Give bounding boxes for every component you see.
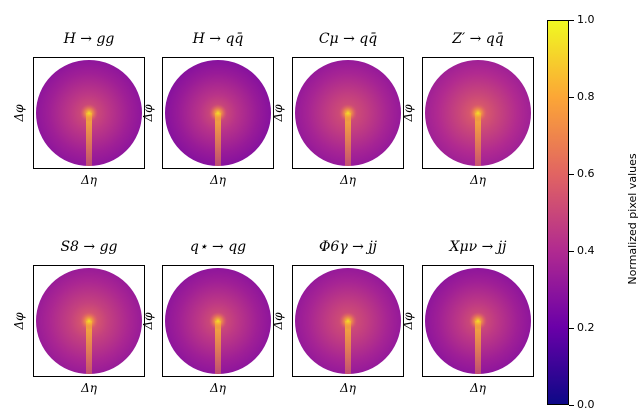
heatmap-streak <box>215 113 221 166</box>
x-axis-label: Δη <box>210 381 226 395</box>
heatmap-image <box>162 265 274 377</box>
heatmap-streak <box>475 321 481 374</box>
heatmap-panel: Z′ → qq̄ Δη Δφ <box>401 31 534 187</box>
heatmap-image <box>33 265 145 377</box>
y-axis-label: Δφ <box>401 312 415 330</box>
heatmap-core <box>80 312 98 330</box>
panel-title: Φ6γ → jj <box>318 239 378 255</box>
y-axis-label: Δφ <box>141 104 155 122</box>
y-axis-label: Δφ <box>12 104 26 122</box>
heatmap-image <box>292 265 404 377</box>
heatmap-image <box>422 265 534 377</box>
heatmap-image <box>422 57 534 169</box>
heatmap-core <box>339 104 357 122</box>
heatmap-panel: H → qq̄ Δη Δφ <box>141 31 274 187</box>
heatmap-core <box>339 312 357 330</box>
x-axis-label: Δη <box>340 173 356 187</box>
heatmap-streak <box>86 321 92 374</box>
x-axis-label: Δη <box>340 381 356 395</box>
heatmap-panel: Cμ → qq̄ Δη Δφ <box>271 31 404 187</box>
colorbar-tick-label: 0.4 <box>577 244 595 257</box>
heatmap-core <box>209 104 227 122</box>
heatmap-streak <box>86 113 92 166</box>
heatmap-image <box>162 57 274 169</box>
x-axis-label: Δη <box>470 173 486 187</box>
colorbar-tick <box>569 19 574 21</box>
panel-frame <box>422 265 534 377</box>
heatmap-core <box>469 312 487 330</box>
x-axis-label: Δη <box>81 173 97 187</box>
panel-frame <box>422 57 534 169</box>
x-axis-label: Δη <box>210 173 226 187</box>
y-axis-label: Δφ <box>401 104 415 122</box>
heatmap-core <box>80 104 98 122</box>
heatmap-streak <box>215 321 221 374</box>
panel-title: H → qq̄ <box>192 31 244 47</box>
heatmap-core <box>469 104 487 122</box>
panel-title: Cμ → qq̄ <box>318 31 378 47</box>
heatmap-streak <box>345 113 351 166</box>
panel-title: H → gg <box>63 31 115 47</box>
colorbar-tick-label: 0.6 <box>577 167 595 180</box>
heatmap-panel: S8 → gg Δη Δφ <box>12 239 145 395</box>
panel-title: Xμν → jj <box>449 239 507 255</box>
y-axis-label: Δφ <box>141 312 155 330</box>
panel-frame <box>33 265 145 377</box>
heatmap-panel: Xμν → jj Δη Δφ <box>401 239 534 395</box>
colorbar-tick <box>569 173 574 175</box>
heatmap-streak <box>345 321 351 374</box>
heatmap-panel: q⋆ → qg Δη Δφ <box>141 239 274 395</box>
panel-title: S8 → gg <box>60 239 118 255</box>
panel-frame <box>292 265 404 377</box>
x-axis-label: Δη <box>81 381 97 395</box>
panel-frame <box>33 57 145 169</box>
colorbar-tick-label: 0.0 <box>577 398 595 411</box>
panel-title: q⋆ → qg <box>189 239 247 255</box>
colorbar-tick <box>569 404 574 406</box>
panel-frame <box>162 265 274 377</box>
colorbar <box>547 20 569 405</box>
colorbar-tick-label: 1.0 <box>577 13 595 26</box>
y-axis-label: Δφ <box>12 312 26 330</box>
x-axis-label: Δη <box>470 381 486 395</box>
heatmap-panel: H → gg Δη Δφ <box>12 31 145 187</box>
panel-title: Z′ → qq̄ <box>452 31 504 47</box>
panel-frame <box>292 57 404 169</box>
colorbar-tick <box>569 327 574 329</box>
heatmap-streak <box>475 113 481 166</box>
y-axis-label: Δφ <box>271 104 285 122</box>
colorbar-tick-label: 0.2 <box>577 321 595 334</box>
colorbar-tick-label: 0.8 <box>577 90 595 103</box>
colorbar-tick <box>569 250 574 252</box>
heatmap-panel: Φ6γ → jj Δη Δφ <box>271 239 404 395</box>
heatmap-image <box>33 57 145 169</box>
heatmap-image <box>292 57 404 169</box>
colorbar-label: Normalized pixel values <box>626 153 639 285</box>
colorbar-tick <box>569 96 574 98</box>
y-axis-label: Δφ <box>271 312 285 330</box>
heatmap-core <box>209 312 227 330</box>
panel-frame <box>162 57 274 169</box>
